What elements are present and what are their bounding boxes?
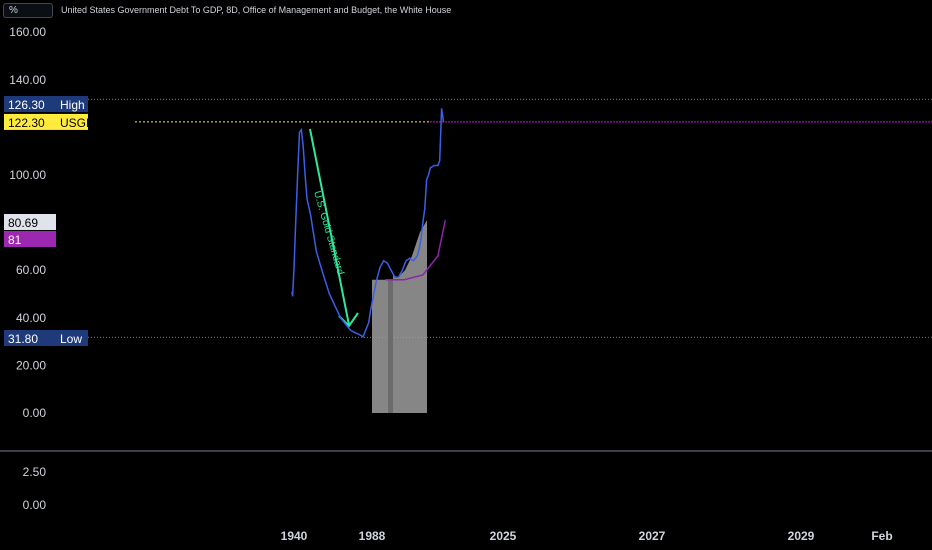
gold-standard-annotation: U.S. Gold Standard	[311, 190, 345, 276]
gold-standard-arrow	[309, 128, 350, 326]
ma-value-tag-value: 80.69	[8, 216, 38, 230]
high-tag-label-bg	[56, 96, 88, 112]
low-tag-bg	[4, 330, 56, 346]
y-tick-label: 0.00	[23, 406, 47, 420]
x-tick-label: 1988	[359, 529, 386, 543]
current-tag-label-bg	[56, 113, 88, 130]
y-tick-label: 160.00	[9, 25, 46, 39]
x-tick-label: 1940	[281, 529, 308, 543]
x-tick-label: 2027	[639, 529, 666, 543]
y-tick-label: 20.00	[16, 358, 46, 372]
x-tick-label: 2025	[490, 529, 517, 543]
low-tag-value: 31.80	[8, 332, 38, 346]
low-tag-label: Low	[60, 332, 82, 346]
lower-y-tick-label: 2.50	[23, 465, 47, 479]
high-tag-label: High	[60, 98, 85, 112]
fill-band-left	[372, 279, 390, 413]
unit-button[interactable]: %	[3, 3, 53, 18]
high-tag-bg	[4, 96, 56, 112]
ma-level-tag-bg	[4, 231, 56, 247]
high-tag-value: 126.30	[8, 98, 45, 112]
x-tick-label: 2029	[788, 529, 815, 543]
current-tag-value: 122.30	[8, 116, 45, 130]
y-tick-label: 40.00	[16, 311, 46, 325]
moving-average-line	[385, 220, 447, 281]
ma-level-tag-value: 81	[8, 233, 22, 247]
debt-to-gdp-line	[291, 108, 445, 338]
x-tick-label: Feb	[871, 529, 892, 543]
current-tag-label: USGDG	[60, 116, 104, 130]
low-tag-label-bg	[56, 330, 88, 346]
ma-value-tag-bg	[4, 214, 56, 230]
current-tag-bg	[4, 113, 56, 130]
y-tick-label: 100.00	[9, 168, 46, 182]
fill-band-right	[393, 220, 427, 413]
lower-y-tick-label: 0.00	[23, 498, 47, 512]
y-tick-label: 60.00	[16, 263, 46, 277]
fill-band-divider	[388, 279, 393, 413]
y-tick-label: 140.00	[9, 73, 46, 87]
chart-title: United States Government Debt To GDP, 8D…	[61, 5, 452, 15]
